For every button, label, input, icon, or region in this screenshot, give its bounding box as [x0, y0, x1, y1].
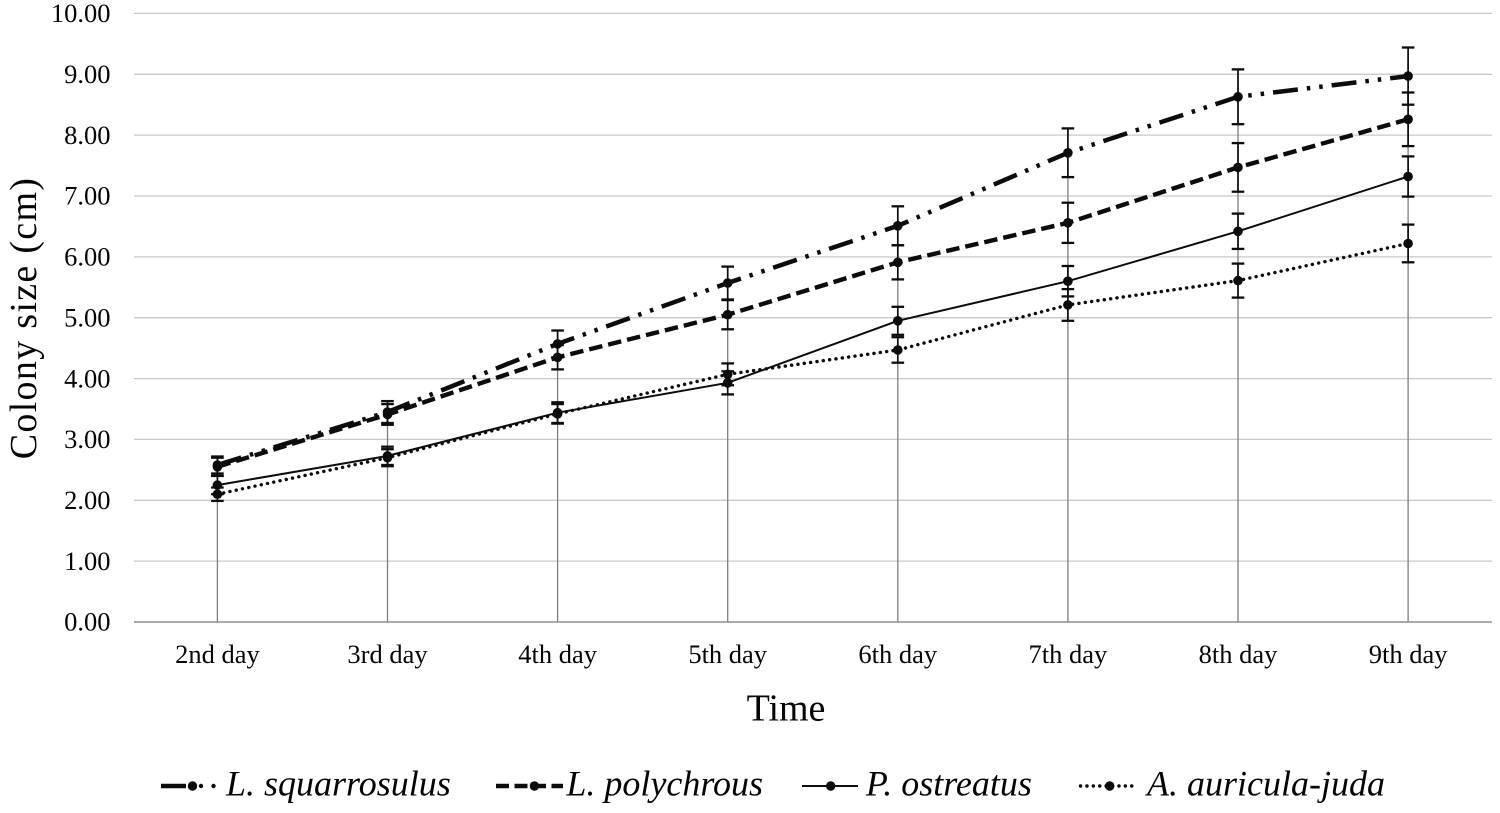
svg-text:2.00: 2.00	[64, 485, 110, 515]
svg-text:1.00: 1.00	[64, 546, 110, 576]
svg-text:P. ostreatus: P. ostreatus	[865, 764, 1032, 804]
svg-text:6th day: 6th day	[858, 639, 937, 669]
svg-text:6.00: 6.00	[64, 242, 110, 272]
svg-text:8.00: 8.00	[64, 120, 110, 150]
svg-text:A. auricula-juda: A. auricula-juda	[1145, 764, 1385, 804]
svg-text:3.00: 3.00	[64, 424, 110, 454]
svg-text:L. polychrous: L. polychrous	[565, 764, 763, 804]
svg-text:10.00: 10.00	[51, 0, 111, 28]
svg-text:5th day: 5th day	[688, 639, 767, 669]
svg-text:5.00: 5.00	[64, 302, 110, 332]
svg-text:Colony size (cm): Colony size (cm)	[3, 177, 45, 460]
svg-text:2nd day: 2nd day	[175, 639, 260, 669]
svg-text:0.00: 0.00	[64, 607, 110, 637]
svg-text:4th day: 4th day	[518, 639, 597, 669]
svg-text:4.00: 4.00	[64, 363, 110, 393]
svg-text:9.00: 9.00	[64, 59, 110, 89]
svg-text:7.00: 7.00	[64, 181, 110, 211]
svg-text:L. squarrosulus: L. squarrosulus	[225, 764, 451, 804]
svg-text:Time: Time	[747, 687, 826, 729]
svg-text:3rd day: 3rd day	[347, 639, 428, 669]
svg-text:7th day: 7th day	[1029, 639, 1108, 669]
svg-text:9th day: 9th day	[1369, 639, 1448, 669]
svg-text:8th day: 8th day	[1199, 639, 1278, 669]
